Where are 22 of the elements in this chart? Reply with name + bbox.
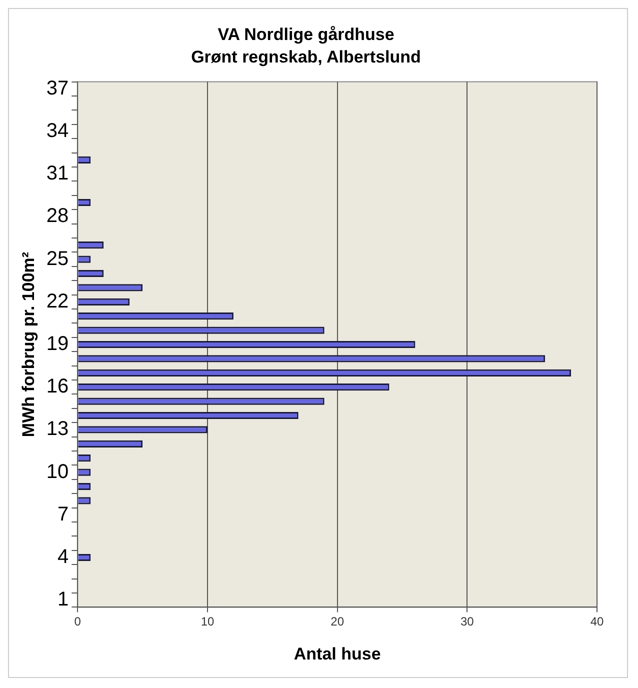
- y-tick-label: 16: [46, 376, 69, 398]
- y-tick-label: 25: [46, 248, 69, 270]
- y-tick-label: 28: [46, 205, 69, 228]
- y-axis-title: MWh forbrug pr. 100m²: [18, 252, 38, 438]
- x-tick-label: 0: [74, 614, 82, 629]
- x-tick-label: 30: [460, 614, 474, 629]
- y-tick-label: 19: [46, 333, 69, 356]
- x-tick-label: 40: [590, 614, 604, 629]
- y-tick-label: 4: [58, 546, 69, 568]
- x-axis-title: Antal huse: [294, 644, 381, 664]
- y-tick-label: 13: [46, 418, 69, 440]
- y-tick-label: 1: [58, 588, 69, 611]
- chart-subtitle: Grønt regnskab, Albertslund: [191, 47, 421, 66]
- y-tick-label: 7: [58, 503, 69, 526]
- x-tick-label: 10: [200, 614, 214, 629]
- chart-title: VA Nordlige gårdhuse: [218, 24, 394, 44]
- y-tick-label: 31: [46, 162, 69, 185]
- y-tick-label: 34: [46, 120, 69, 142]
- x-tick-label: 20: [330, 614, 344, 629]
- y-tick-label: 10: [46, 460, 69, 483]
- y-tick-label: 37: [46, 77, 69, 100]
- y-tick-label: 22: [46, 290, 69, 312]
